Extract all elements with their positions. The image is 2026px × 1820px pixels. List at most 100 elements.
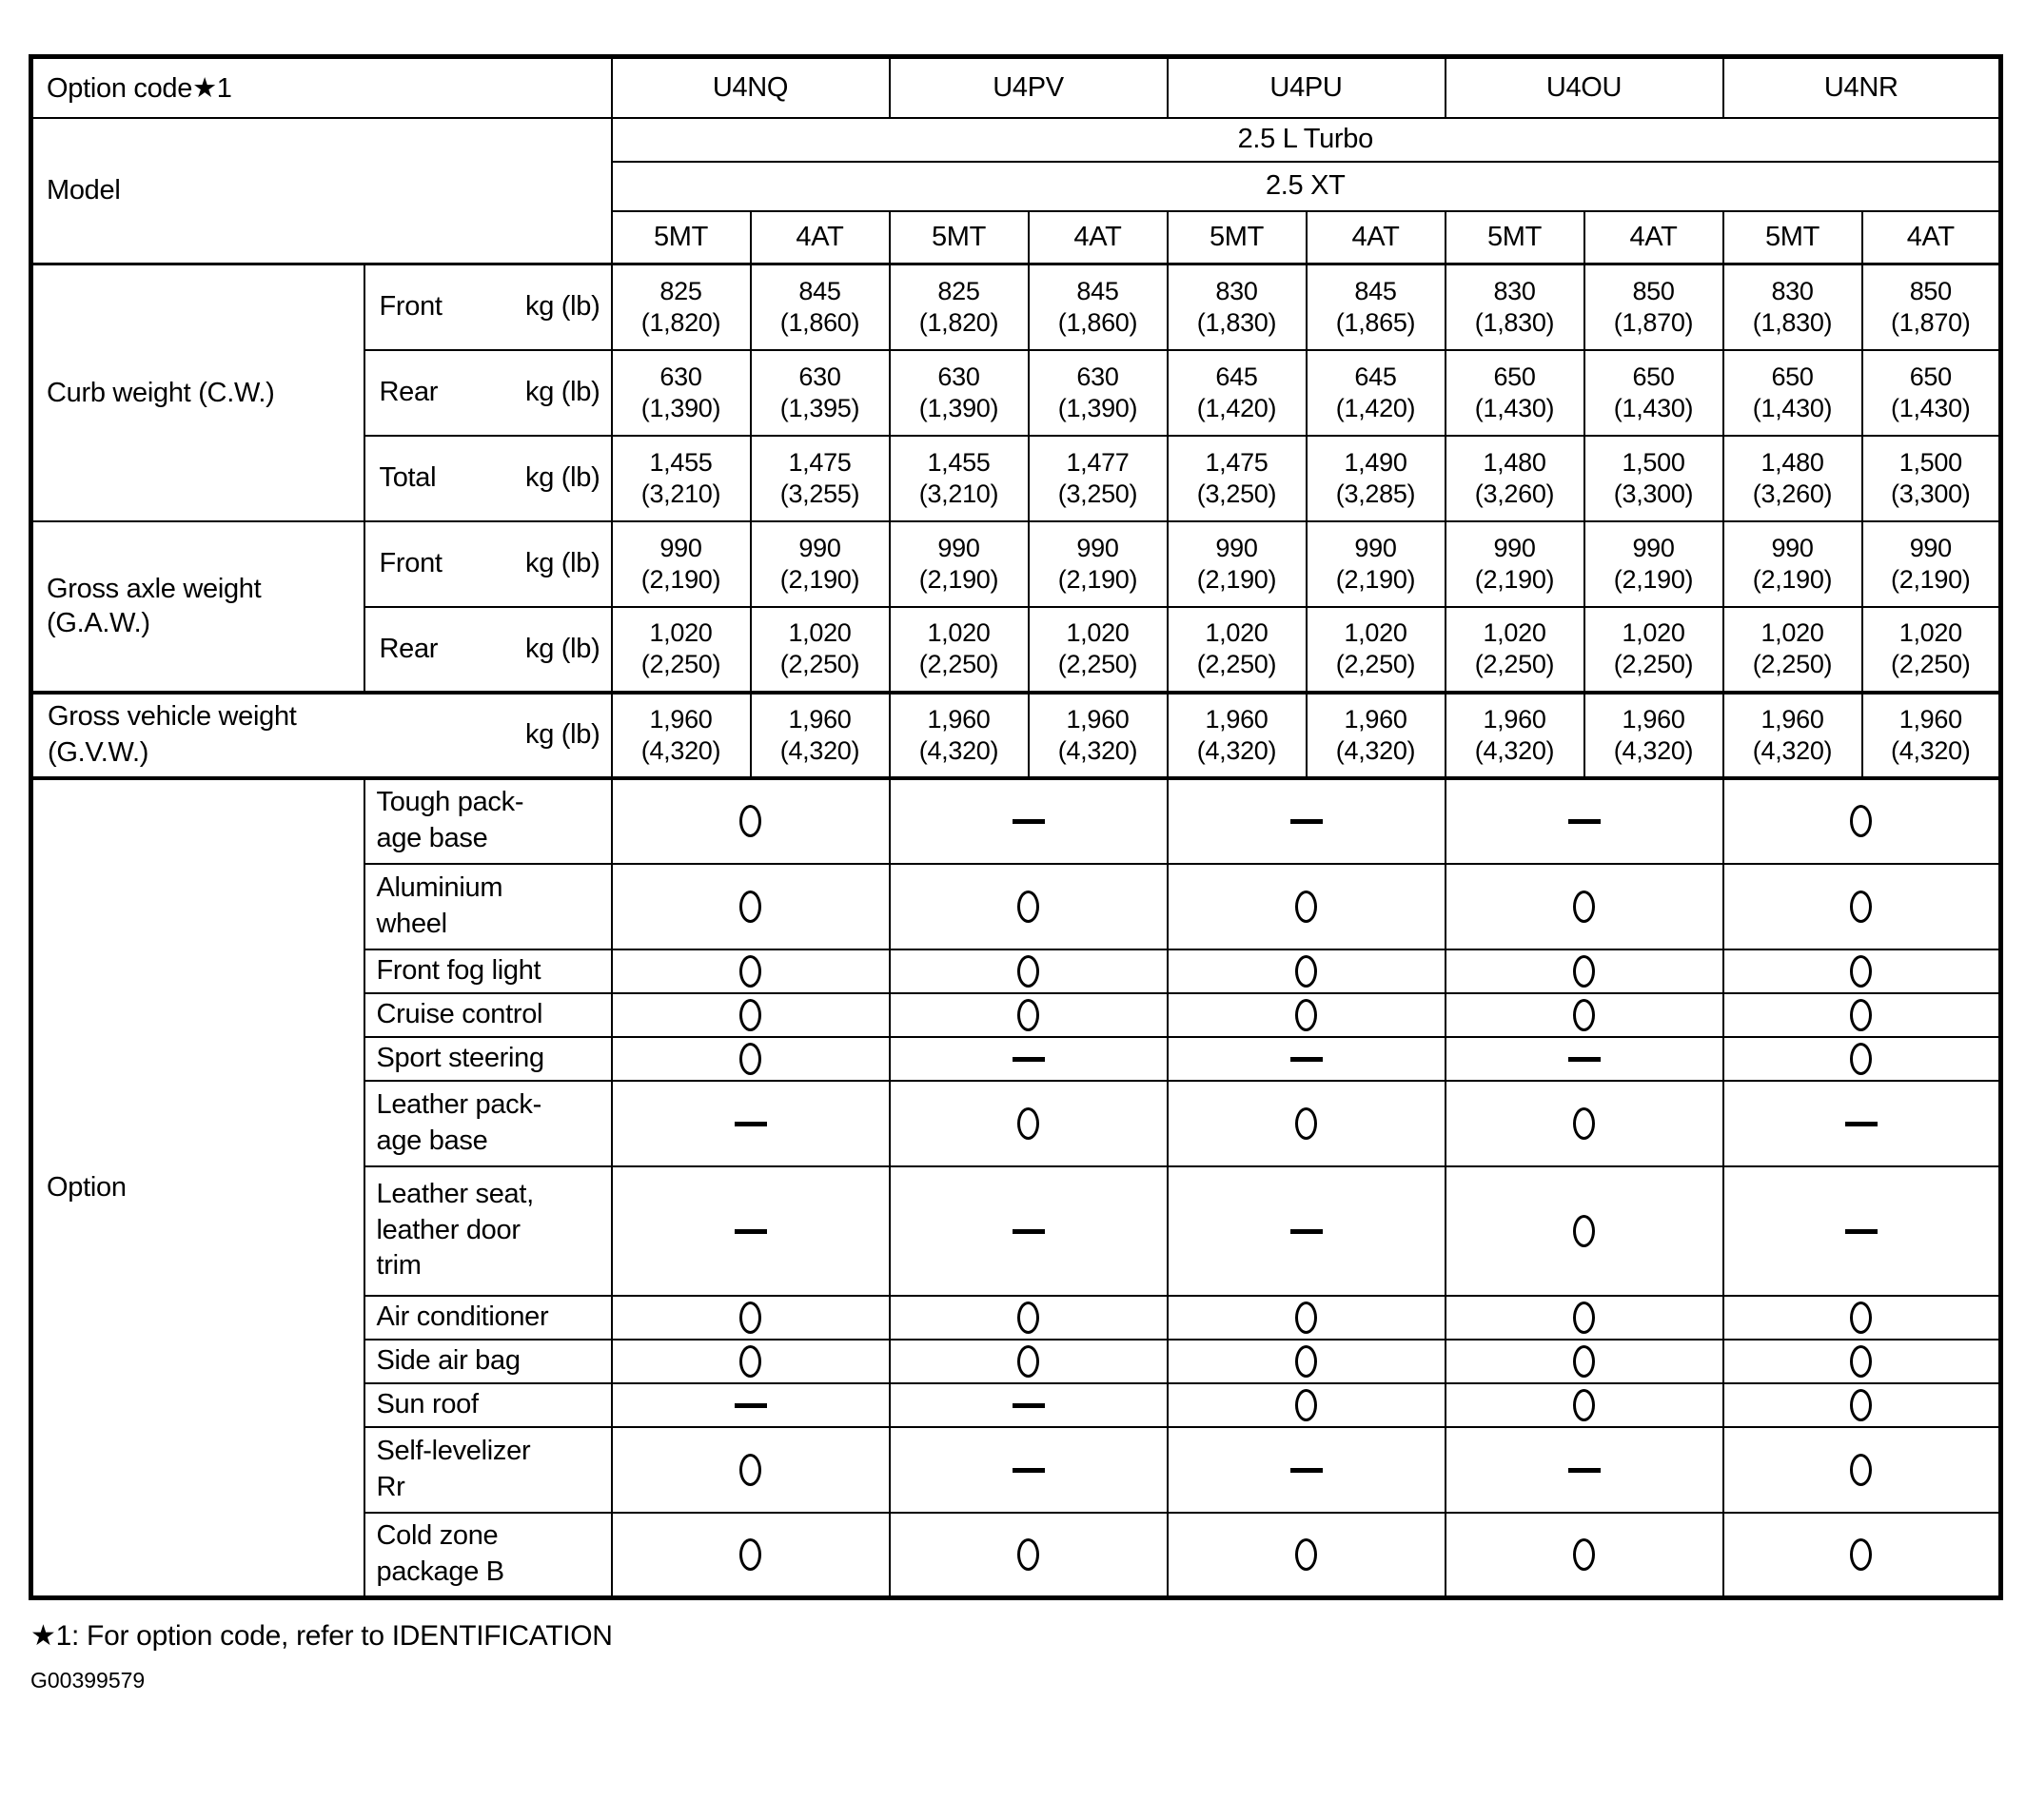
- equipped-circle-icon: [1573, 1537, 1596, 1571]
- weight-value-cell: 1,020 (2,250): [1583, 605, 1724, 694]
- equipped-circle-icon: [1850, 1453, 1873, 1486]
- grade-row: 2.5 XT: [31, 160, 2002, 212]
- weight-kg-value: 1,020: [788, 618, 852, 648]
- option-code-u4ou: U4OU: [1444, 55, 1724, 119]
- weight-lb-value: (1,870): [1613, 307, 1694, 337]
- weight-kg-value: 1,490: [1344, 447, 1407, 477]
- equipped-circle-icon: [1295, 1344, 1317, 1378]
- weight-value-cell: 825 (1,820): [610, 263, 752, 351]
- weight-lb-value: (2,250): [1752, 650, 1833, 678]
- option-mark-cell: [1166, 1511, 1446, 1599]
- option-mark-cell: [1444, 948, 1724, 994]
- option-mark-cell: [1166, 948, 1446, 994]
- weight-lb-value: (2,190): [918, 564, 999, 594]
- option-row-label: Leather seat, leather door trim: [363, 1164, 613, 1297]
- weight-row-label: Front: [379, 548, 443, 578]
- weight-lb-value: (2,250): [1474, 650, 1555, 678]
- option-mark-cell: [610, 862, 891, 950]
- not-equipped-dash-icon: [734, 1402, 767, 1408]
- weight-value-cell: 630 (1,395): [749, 348, 891, 437]
- weight-kg-value: 1,020: [1898, 618, 1962, 648]
- weight-lb-value: (2,250): [1196, 650, 1277, 678]
- option-row-label: Self-levelizer Rr: [363, 1425, 613, 1514]
- weight-value-cell: 1,020 (2,250): [1305, 605, 1446, 694]
- weight-lb-value: (2,250): [1057, 650, 1138, 678]
- weight-kg-value: 650: [1771, 362, 1814, 391]
- weight-kg-value: 990: [937, 533, 980, 562]
- weight-row: Total kg (lb) 1,455 (3,210) 1,475 (3,255) 1,45…: [31, 434, 2002, 522]
- option-mark-cell: [1721, 1381, 2002, 1428]
- not-equipped-dash-icon: [1567, 1467, 1601, 1473]
- weight-lb-value: (2,250): [1891, 650, 1971, 678]
- weight-lb-value: (1,420): [1196, 393, 1277, 422]
- equipped-circle-icon: [1573, 954, 1596, 988]
- weight-lb-value: (2,190): [1474, 564, 1555, 594]
- option-mark-cell: [888, 1164, 1169, 1297]
- equipped-circle-icon: [1573, 890, 1596, 923]
- weight-kg-value: 845: [798, 276, 841, 305]
- weight-kg-value: 650: [1493, 362, 1536, 391]
- equipped-circle-icon: [1017, 890, 1039, 923]
- figure-id: G00399579: [30, 1668, 146, 1693]
- equipped-circle-icon: [1573, 1301, 1596, 1334]
- weight-kg-value: 645: [1215, 362, 1258, 391]
- option-row-label: Aluminium wheel: [363, 862, 613, 950]
- option-mark-cell: [610, 991, 891, 1038]
- weight-value-cell: 1,020 (2,250): [1444, 605, 1585, 694]
- not-equipped-dash-icon: [1012, 1402, 1045, 1408]
- weight-value-cell: 990 (2,190): [1721, 519, 1863, 608]
- weight-kg-value: 1,020: [1760, 618, 1824, 648]
- option-row: Sport steering: [31, 1035, 2002, 1082]
- gvw-label: Gross vehicle weight (G.V.W.): [48, 700, 297, 768]
- weight-kg-value: 1,455: [927, 447, 991, 477]
- weight-row-label-cell: Rear kg (lb): [363, 605, 613, 694]
- option-mark-cell: [1444, 991, 1724, 1038]
- weight-value-cell: 990 (2,190): [1027, 519, 1169, 608]
- option-mark-cell: [1444, 862, 1724, 950]
- weight-kg-value: 990: [1909, 533, 1952, 562]
- equipped-circle-icon: [1017, 1106, 1039, 1140]
- gvw-value-cell: 1,960 (4,320): [1166, 690, 1308, 779]
- option-mark-cell: [888, 1079, 1169, 1167]
- not-equipped-dash-icon: [1844, 1228, 1878, 1234]
- option-mark-cell: [1721, 862, 2002, 950]
- gvw-value-cell: 1,960 (4,320): [1721, 690, 1863, 779]
- gvw-label-wrap: Gross vehicle weight (G.V.W.) kg (lb): [34, 699, 610, 771]
- equipped-circle-icon: [1573, 1214, 1596, 1247]
- weight-kg-value: 990: [1771, 533, 1814, 562]
- weight-lb-value: (3,255): [779, 479, 860, 508]
- weight-kg-value: 1,455: [649, 447, 713, 477]
- weight-kg-value: 645: [1354, 362, 1397, 391]
- equipped-circle-icon: [1573, 1388, 1596, 1421]
- transmission-cell: 4AT: [1860, 209, 2002, 265]
- option-row: Air conditioner: [31, 1294, 2002, 1341]
- weight-value-cell: 650 (1,430): [1860, 348, 2002, 437]
- weight-lb-value: (2,190): [1335, 564, 1416, 594]
- weight-kg-value: 990: [1354, 533, 1397, 562]
- option-mark-cell: [1721, 1035, 2002, 1082]
- gvw-kg-value: 1,960: [1622, 704, 1685, 734]
- option-mark-cell: [888, 1511, 1169, 1599]
- not-equipped-dash-icon: [1567, 819, 1601, 825]
- option-row-label: Cold zone package B: [363, 1511, 613, 1599]
- equipped-circle-icon: [739, 1301, 761, 1334]
- gvw-lb-value: (4,320): [1196, 735, 1277, 765]
- option-mark-cell: [1444, 1294, 1724, 1341]
- equipped-circle-icon: [1295, 1106, 1317, 1140]
- weight-kg-value: 850: [1632, 276, 1675, 305]
- weight-value-cell: 850 (1,870): [1583, 263, 1724, 351]
- option-row-label: Leather pack- age base: [363, 1079, 613, 1167]
- gvw-lb-value: (4,320): [1891, 735, 1971, 765]
- weight-row-label: Rear: [379, 377, 439, 407]
- equipped-circle-icon: [1017, 954, 1039, 988]
- engine-row: Model 2.5 L Turbo: [30, 116, 2002, 265]
- weight-lb-value: (3,300): [1613, 479, 1694, 508]
- option-code-u4nq: U4NQ: [610, 55, 891, 119]
- not-equipped-dash-icon: [1012, 1056, 1045, 1062]
- weight-kg-value: 990: [1493, 533, 1536, 562]
- gvw-lb-value: (4,320): [1057, 735, 1138, 765]
- weight-kg-value: 850: [1909, 276, 1952, 305]
- option-mark-cell: [888, 1294, 1169, 1341]
- weight-kg-value: 990: [1076, 533, 1119, 562]
- weight-row-label-wrap: Rear kg (lb): [366, 634, 610, 665]
